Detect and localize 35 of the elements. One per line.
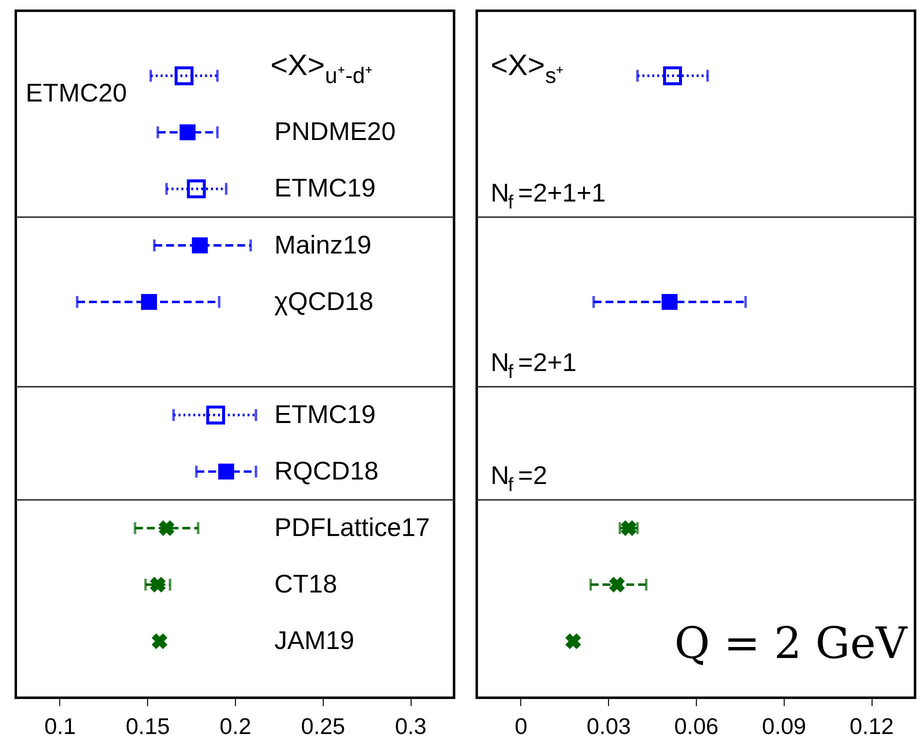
y-tick-label: PNDME20 bbox=[274, 118, 396, 146]
point bbox=[141, 294, 157, 310]
point bbox=[565, 633, 582, 650]
y-tick-label: JAM19 bbox=[274, 627, 354, 656]
point bbox=[662, 294, 678, 310]
annotation: Q = 2 GeV bbox=[674, 618, 908, 669]
x-tick-label: 0.3 bbox=[394, 712, 426, 739]
x-tick-label: 0.06 bbox=[674, 712, 718, 739]
point bbox=[152, 633, 168, 650]
point bbox=[609, 576, 625, 593]
x-tick-label: 0.12 bbox=[850, 712, 894, 739]
x-tick-label: 0.09 bbox=[762, 712, 806, 739]
y-tick-label: ETMC19 bbox=[274, 400, 376, 429]
point bbox=[150, 576, 166, 593]
point bbox=[206, 406, 226, 424]
x-tick-label: 0 bbox=[514, 712, 528, 739]
x-tick-label: 0.25 bbox=[300, 712, 346, 739]
point bbox=[186, 179, 206, 198]
y-tick-label: RQCD18 bbox=[274, 457, 379, 486]
y-tick-label: χQCD18 bbox=[274, 288, 374, 316]
y-tick-label: ETMC19 bbox=[274, 174, 376, 203]
point bbox=[180, 124, 196, 140]
point bbox=[192, 237, 208, 254]
y-tick-label: Mainz19 bbox=[274, 231, 372, 260]
x-tick-label: 0.1 bbox=[44, 712, 76, 739]
y-tick-label: ETMC20 bbox=[26, 79, 127, 108]
point bbox=[158, 520, 174, 536]
point bbox=[174, 66, 194, 86]
x-tick-label: 0.03 bbox=[586, 712, 631, 739]
x-tick-label: 0.2 bbox=[220, 712, 252, 739]
point bbox=[663, 66, 682, 86]
y-tick-label: CT18 bbox=[274, 570, 338, 599]
x-tick-label: 0.15 bbox=[126, 712, 170, 739]
y-tick-label: PDFLattice17 bbox=[274, 514, 430, 542]
point bbox=[218, 464, 234, 480]
